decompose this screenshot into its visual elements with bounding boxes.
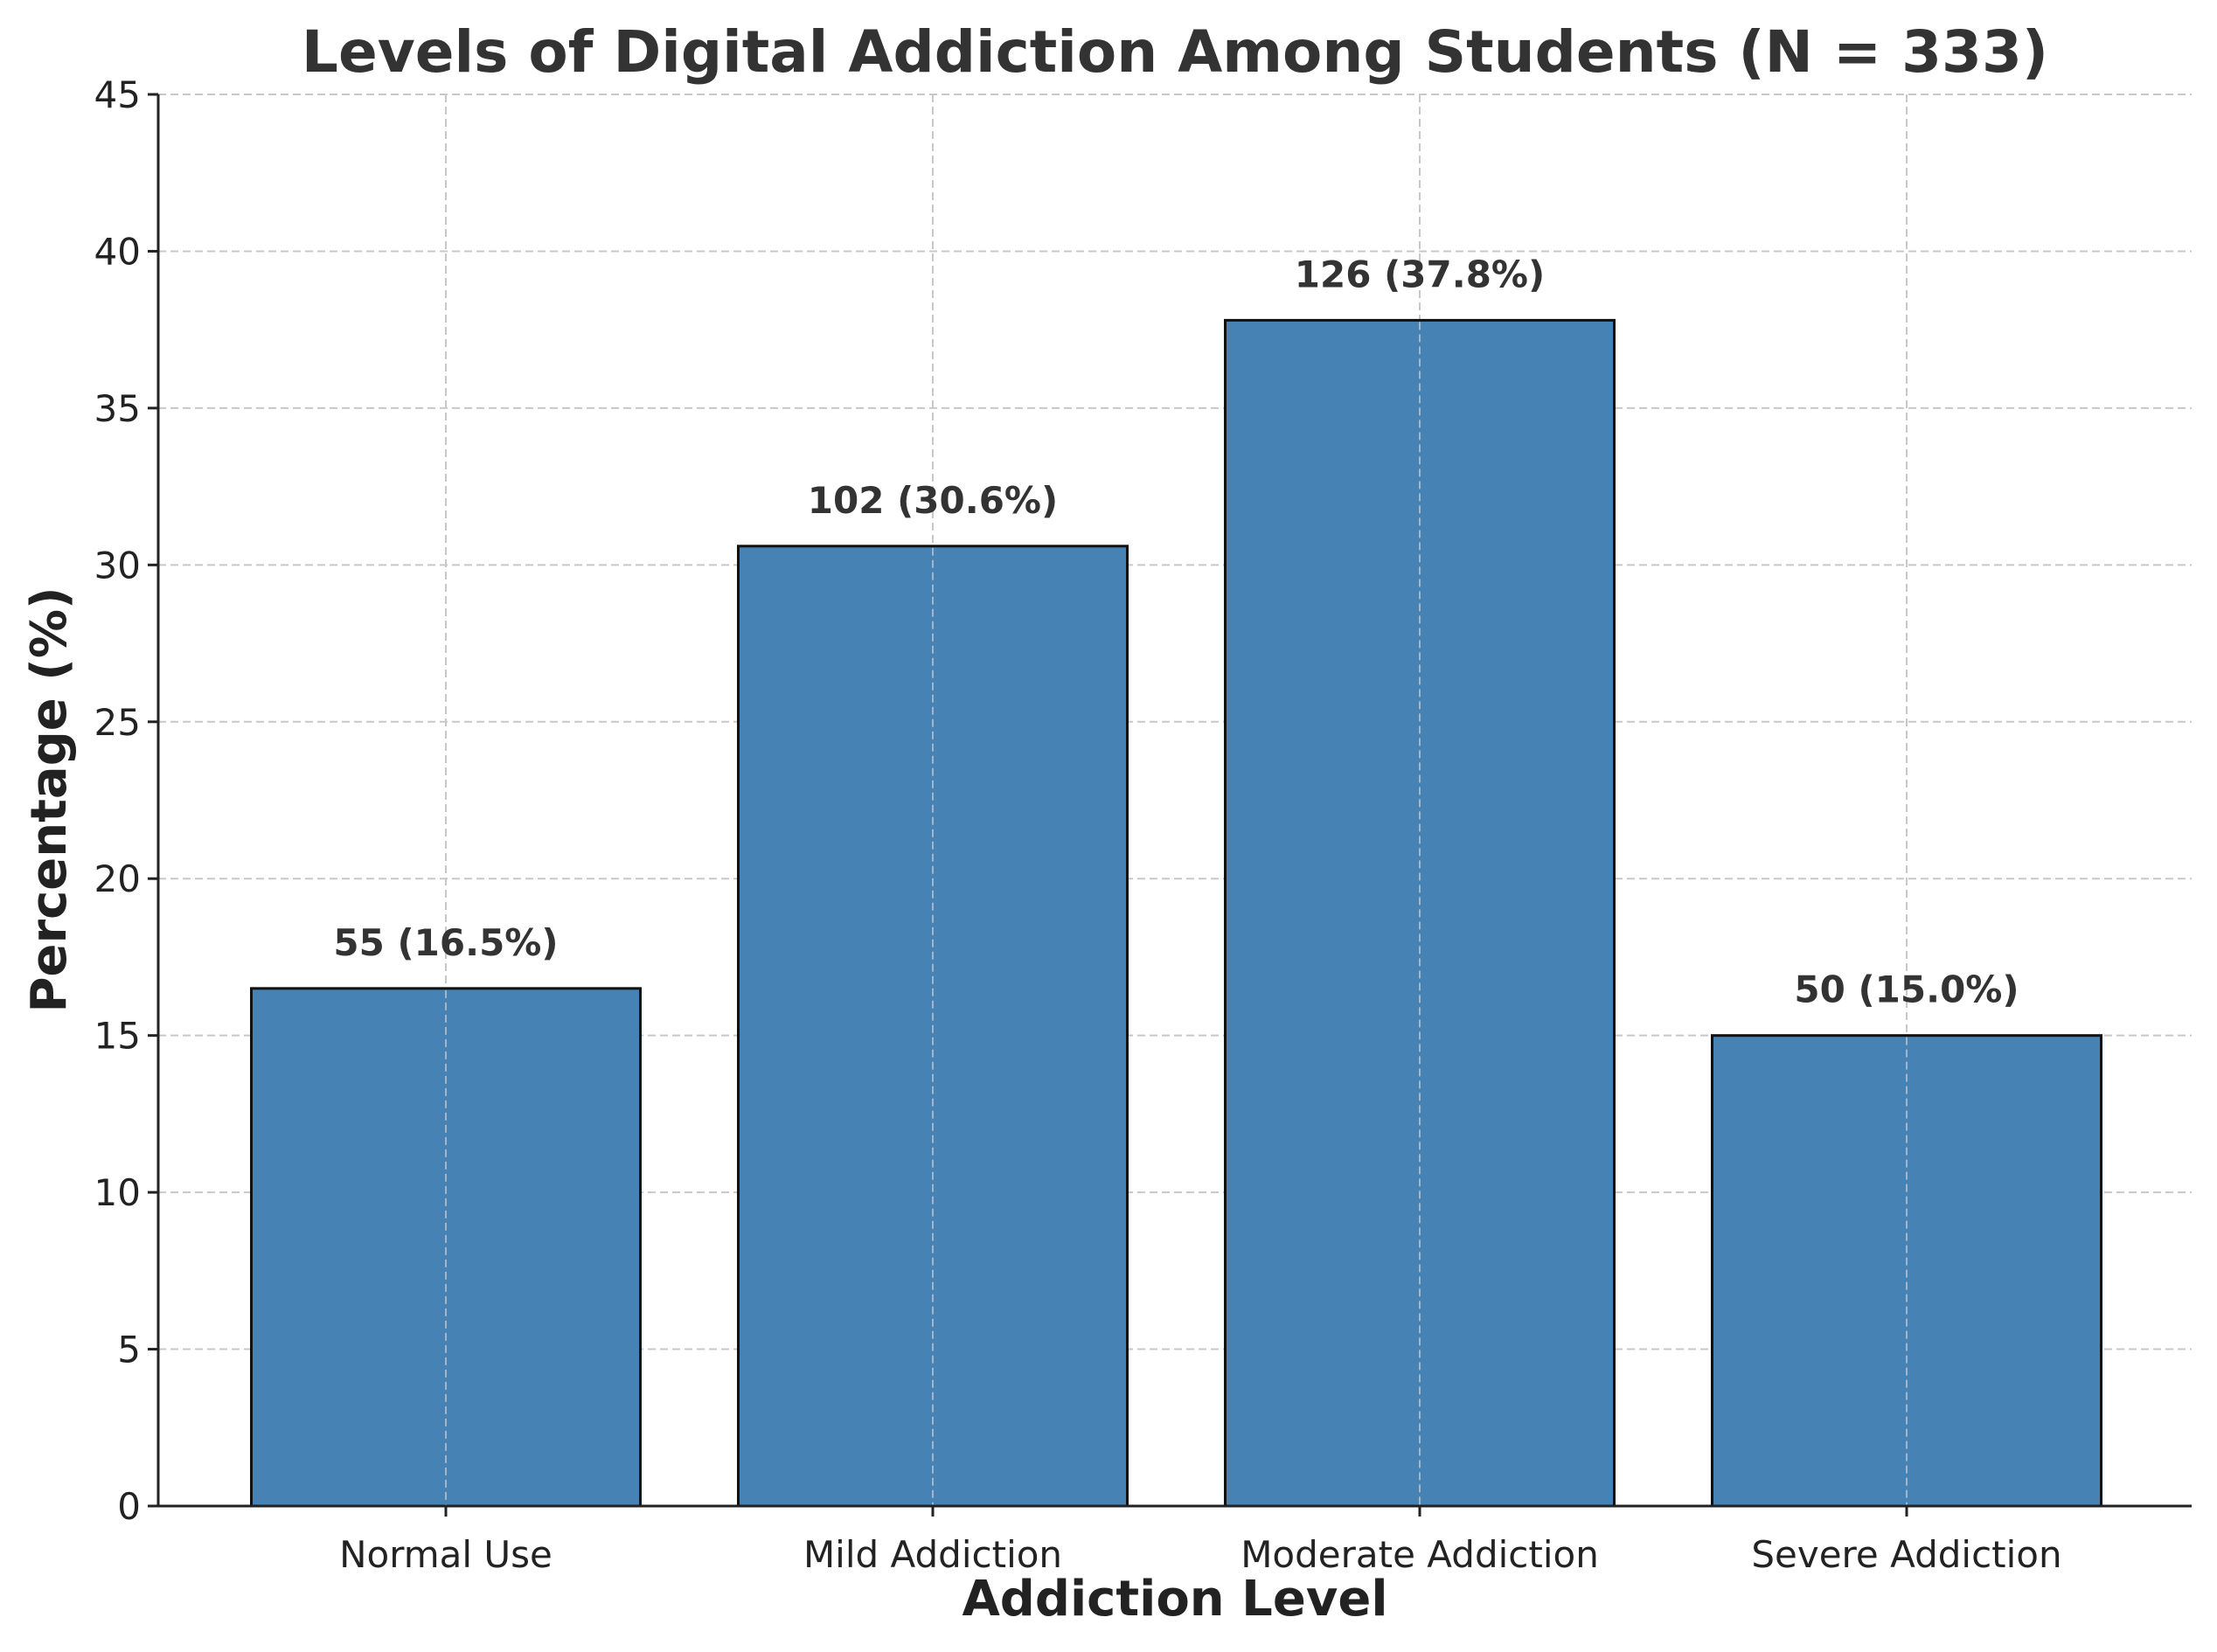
bar-value-label: 102 (30.6%) <box>808 479 1058 522</box>
y-tick-label: 5 <box>117 1329 141 1371</box>
axes <box>156 94 2192 1508</box>
x-tick-label: Mild Addiction <box>803 1533 1062 1576</box>
y-tick-label: 35 <box>94 387 141 430</box>
chart-title: Levels of Digital Addiction Among Studen… <box>302 18 2048 86</box>
bar-value-label: 50 (15.0%) <box>1794 968 2019 1011</box>
bars <box>250 318 2102 1508</box>
bar-value-label: 126 (37.8%) <box>1295 253 1545 295</box>
y-tick-label: 40 <box>94 230 141 273</box>
y-tick-label: 15 <box>94 1015 141 1058</box>
x-tick-label: Severe Addiction <box>1751 1533 2061 1576</box>
y-tick-label: 10 <box>94 1171 141 1214</box>
y-axis-label: Percentage (%) <box>21 587 78 1012</box>
ticks: 0 5 10 15 20 25 30 35 40 45 Normal Use Mild Addicti… <box>94 73 2062 1576</box>
x-tick-label: Moderate Addiction <box>1241 1533 1599 1576</box>
y-tick-label: 20 <box>94 857 141 900</box>
x-tick-label: Normal Use <box>339 1533 553 1576</box>
y-tick-label: 45 <box>94 73 141 116</box>
x-axis-label: Addiction Level <box>962 1571 1387 1628</box>
bar-labels: 55 (16.5%) 102 (30.6%) 126 (37.8%) 50 (15.0… <box>333 253 2019 1010</box>
bar-value-label: 55 (16.5%) <box>333 921 558 964</box>
y-tick-label: 30 <box>94 544 141 587</box>
y-tick-label: 25 <box>94 701 141 744</box>
y-tick-label: 0 <box>117 1485 141 1528</box>
